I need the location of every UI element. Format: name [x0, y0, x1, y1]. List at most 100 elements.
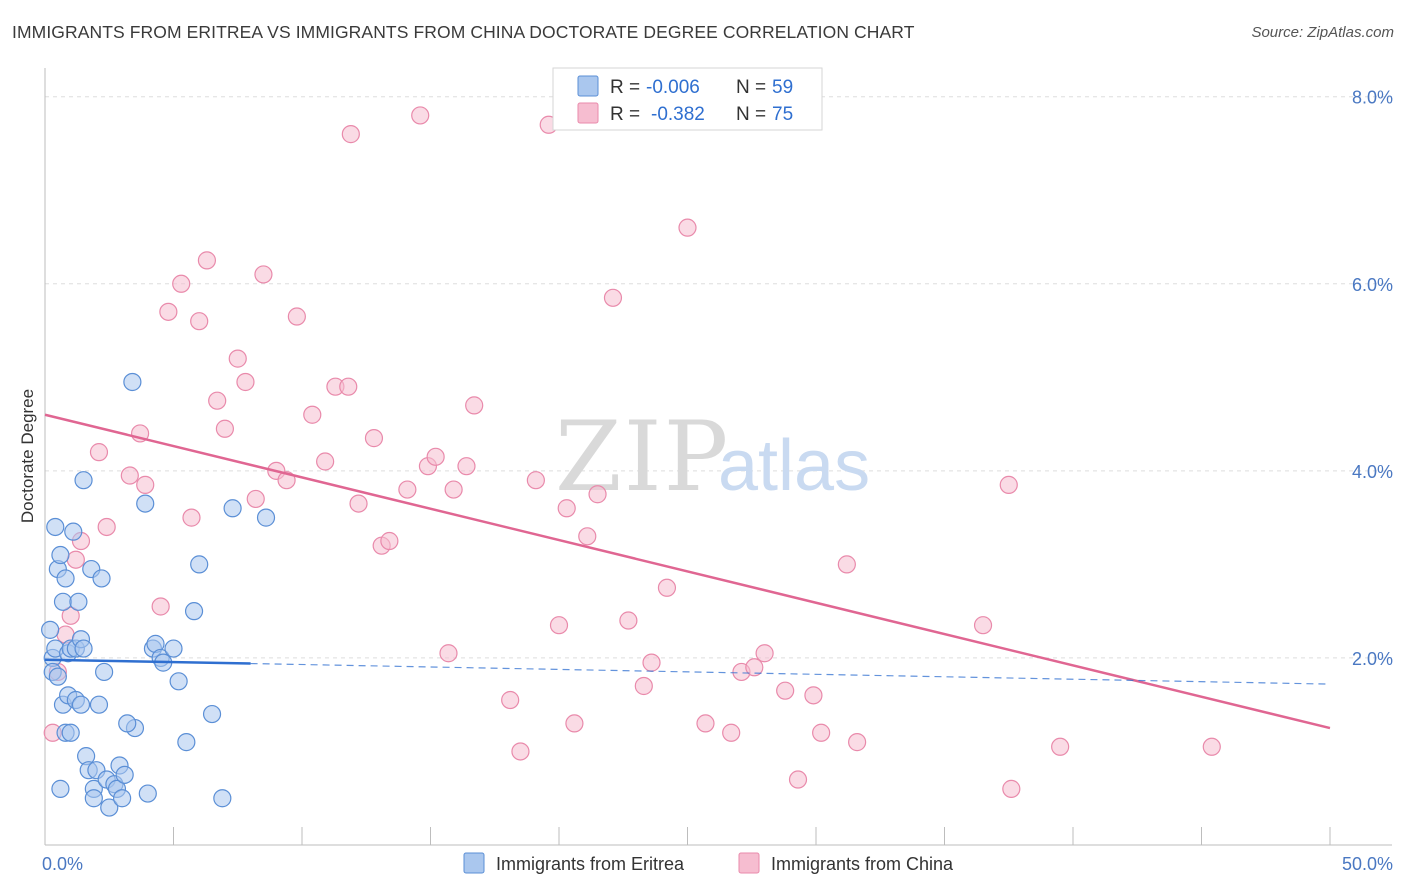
y-tick-labels: 2.0% 4.0% 6.0% 8.0%: [1352, 88, 1393, 669]
point-china-50: [578, 527, 597, 546]
point-eritrea-20: [71, 695, 91, 714]
point-china-39: [439, 644, 458, 663]
point-china-3: [61, 606, 80, 625]
stats-china-r-label: R =: [610, 104, 640, 125]
legend-swatch-eritrea: [463, 852, 485, 874]
point-china-61: [745, 658, 764, 677]
point-china-4: [66, 550, 85, 569]
point-china-67: [837, 555, 856, 574]
stats-eritrea-r-value: -0.006: [646, 77, 700, 98]
series-eritrea-points: [41, 372, 276, 817]
point-china-65: [804, 686, 823, 705]
point-eritrea-43: [138, 784, 157, 803]
watermark: ZIP atlas: [555, 401, 870, 513]
point-china-35: [398, 480, 417, 499]
point-china-17: [208, 391, 227, 410]
series-legend: Immigrants from Eritrea Immigrants from …: [463, 852, 954, 874]
point-china-31: [349, 494, 368, 513]
point-china-63: [776, 681, 795, 700]
point-china-36: [411, 106, 430, 125]
point-china-73: [1202, 737, 1221, 756]
point-china-32: [364, 429, 384, 448]
source-label: Source: ZipAtlas.com: [1251, 24, 1394, 41]
point-china-53: [619, 611, 638, 630]
point-china-25: [287, 307, 306, 326]
point-china-27: [316, 452, 335, 471]
point-china-55: [642, 653, 661, 672]
axes: [44, 68, 1392, 846]
point-china-45: [526, 471, 545, 490]
stats-swatch-china: [577, 102, 599, 124]
point-china-30: [341, 125, 360, 144]
y-tick-label-1: 4.0%: [1352, 462, 1393, 482]
point-china-12: [159, 302, 178, 321]
point-china-64: [788, 770, 808, 789]
point-china-43: [501, 690, 520, 710]
point-china-66: [812, 723, 831, 742]
point-china-38: [426, 447, 445, 466]
point-eritrea-18: [69, 592, 88, 611]
point-china-26: [303, 405, 322, 424]
point-china-58: [696, 714, 715, 733]
point-eritrea-48: [164, 639, 183, 658]
point-eritrea-27: [84, 789, 103, 808]
trend-china: [44, 413, 1331, 730]
point-china-49: [565, 714, 584, 733]
point-eritrea-54: [213, 789, 232, 808]
point-china-11: [151, 597, 170, 616]
point-eritrea-30: [92, 569, 111, 588]
point-eritrea-11: [56, 569, 75, 588]
point-china-15: [190, 312, 209, 331]
y-tick-label-2: 6.0%: [1352, 275, 1393, 295]
point-eritrea-40: [115, 765, 134, 784]
point-china-16: [197, 251, 217, 270]
point-eritrea-42: [136, 494, 155, 513]
stats-china-n-label: N =: [736, 104, 766, 125]
point-eritrea-21: [74, 639, 93, 658]
legend-label-eritrea: Immigrants from Eritrea: [496, 854, 685, 874]
y-tick-label-3: 8.0%: [1352, 88, 1393, 108]
point-eritrea-52: [190, 555, 209, 574]
x-tick-labels: 0.0% 50.0%: [42, 854, 1393, 874]
point-china-20: [236, 372, 255, 392]
point-china-18: [215, 419, 234, 438]
point-eritrea-41: [118, 714, 137, 733]
watermark-zip: ZIP: [555, 401, 730, 513]
point-eritrea-50: [177, 733, 196, 752]
point-china-59: [722, 723, 741, 742]
point-china-69: [973, 616, 993, 635]
point-eritrea-0: [41, 620, 60, 639]
legend-swatch-china: [738, 852, 760, 874]
point-china-42: [465, 396, 484, 415]
point-eritrea-22: [74, 471, 93, 490]
point-china-54: [634, 676, 653, 696]
stats-swatch-eritrea: [577, 75, 599, 97]
stats-eritrea-n-value: 59: [772, 77, 793, 98]
watermark-atlas: atlas: [718, 426, 870, 506]
point-eritrea-29: [89, 695, 109, 714]
point-china-40: [444, 480, 463, 499]
point-eritrea-58: [61, 723, 80, 742]
point-china-70: [999, 475, 1018, 494]
point-eritrea-53: [202, 704, 222, 724]
point-china-41: [457, 457, 476, 476]
point-eritrea-49: [169, 672, 188, 691]
point-china-51: [588, 485, 607, 504]
point-eritrea-6: [48, 667, 67, 686]
y-axis-title: Doctorate Degree: [18, 389, 37, 523]
point-china-19: [228, 349, 247, 368]
point-eritrea-56: [256, 508, 276, 527]
point-eritrea-57: [51, 779, 70, 798]
point-eritrea-37: [112, 789, 132, 808]
x-tick-label-0: 0.0%: [42, 854, 83, 874]
point-china-14: [182, 508, 201, 527]
chart-title: IMMIGRANTS FROM ERITREA VS IMMIGRANTS FR…: [12, 22, 915, 42]
point-china-13: [172, 274, 191, 293]
point-china-10: [136, 475, 155, 494]
y-tick-label-0: 2.0%: [1352, 649, 1393, 669]
point-china-22: [254, 265, 273, 284]
point-china-6: [89, 443, 109, 462]
point-china-29: [339, 377, 358, 396]
point-eritrea-31: [95, 662, 114, 682]
